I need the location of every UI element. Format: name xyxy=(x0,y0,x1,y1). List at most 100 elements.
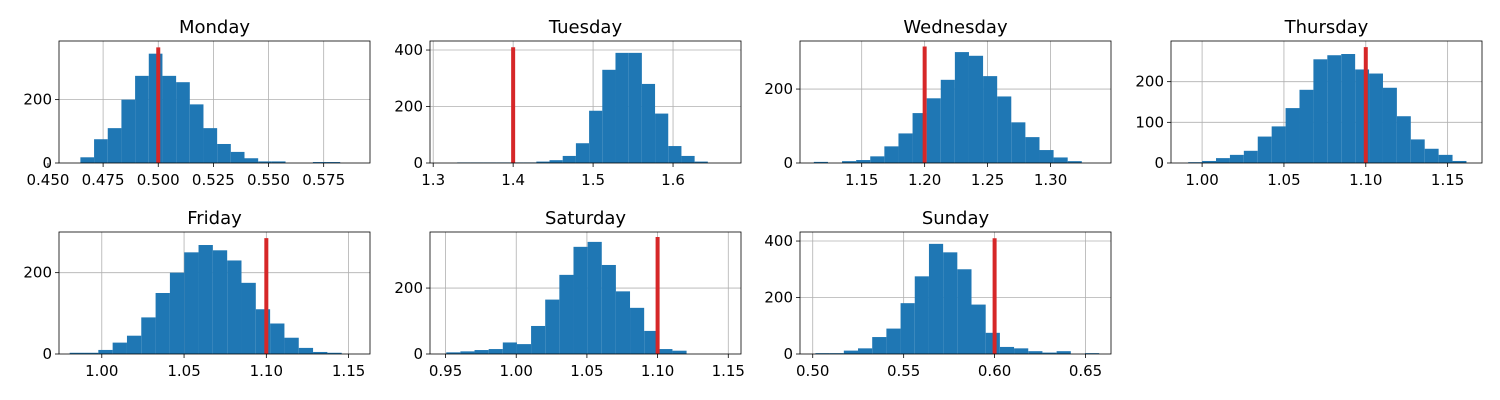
subplot-wednesday: 1.15 1.20 1.25 1.30 0 200 Wednesday xyxy=(764,17,1112,189)
subplot-title: Tuesday xyxy=(548,17,623,38)
x-tick-label: 0.500 xyxy=(137,171,180,189)
x-tick-label: 1.20 xyxy=(908,171,941,189)
x-tick-label: 1.05 xyxy=(570,362,603,380)
histogram-bar xyxy=(943,252,958,354)
histogram-bar xyxy=(983,76,998,163)
histogram-bar xyxy=(1028,351,1043,354)
y-tick-label: 0 xyxy=(42,154,52,172)
x-tick-label: 0.550 xyxy=(247,171,290,189)
histogram-bar xyxy=(843,350,859,354)
histogram-bar xyxy=(681,155,695,163)
x-tick-label: 0.525 xyxy=(192,171,235,189)
axes-frame xyxy=(799,40,1112,164)
histogram-bar xyxy=(1229,154,1244,163)
y-tick-label: 200 xyxy=(394,279,423,297)
x-tick-label: 0.575 xyxy=(302,171,345,189)
x-tick-label: 0.60 xyxy=(978,362,1011,380)
histogram-bar xyxy=(1396,116,1411,163)
histogram-bar xyxy=(1438,154,1453,163)
histogram-bar xyxy=(856,160,871,163)
histogram-bar xyxy=(1410,139,1425,163)
histogram-bar xyxy=(954,52,969,163)
histogram-bar xyxy=(69,352,85,354)
x-tick-label: 1.30 xyxy=(1034,171,1067,189)
histogram-bar xyxy=(112,342,127,354)
histogram-bar xyxy=(694,161,708,163)
histogram-bar xyxy=(641,83,656,163)
histogram-bar xyxy=(672,350,687,354)
axes-frame xyxy=(429,231,742,355)
bars-thursday xyxy=(1188,54,1467,163)
histogram-bar xyxy=(531,325,546,354)
histogram-bar xyxy=(217,143,231,163)
histogram-bar xyxy=(80,157,95,163)
histogram-bar xyxy=(1202,160,1217,163)
histogram-bar xyxy=(602,69,616,163)
histogram-bar xyxy=(668,146,682,163)
histogram-bar xyxy=(997,96,1012,163)
histogram-bar xyxy=(141,317,156,354)
histogram-bar xyxy=(258,161,272,163)
x-tick-label: 0.95 xyxy=(429,362,462,380)
histogram-bar xyxy=(1011,122,1026,163)
bars-monday xyxy=(80,53,341,163)
subplot-friday: 1.00 1.05 1.10 1.15 0 200 Friday xyxy=(23,208,371,380)
histogram-bar xyxy=(446,352,461,354)
y-tick-label: 200 xyxy=(394,98,423,116)
histogram-bar xyxy=(587,241,602,354)
histogram-bar xyxy=(858,348,873,354)
histogram-bar xyxy=(176,82,190,163)
histogram-bar xyxy=(829,353,844,354)
subplot-tuesday: 1.3 1.4 1.5 1.6 0 200 400 Tuesday xyxy=(394,17,742,189)
subplot-monday: 0.450 0.475 0.500 0.525 0.550 0.575 0 200 Monday xyxy=(23,17,371,189)
histogram-bar xyxy=(615,291,631,354)
histogram-bar xyxy=(589,110,603,163)
histogram-bar xyxy=(601,264,616,354)
histogram-bar xyxy=(474,350,489,354)
histogram-bar xyxy=(327,352,342,354)
histogram-bar xyxy=(212,250,228,354)
histogram-bar xyxy=(1025,137,1040,163)
y-tick-label: 400 xyxy=(394,41,423,59)
x-tick-label: 1.3 xyxy=(421,171,445,189)
y-tick-label: 0 xyxy=(783,154,793,172)
histogram-bar xyxy=(1084,353,1100,354)
histogram-bar xyxy=(562,155,576,163)
axes-frame xyxy=(58,231,371,355)
subplot-title: Monday xyxy=(179,17,250,38)
y-tick-label: 0 xyxy=(42,345,52,363)
x-tick-label: 1.15 xyxy=(712,362,745,380)
histogram-bar xyxy=(94,139,108,163)
subplot-sunday: 0.50 0.55 0.60 0.65 0 200 400 Sunday xyxy=(764,208,1112,380)
histogram-bar xyxy=(126,335,142,354)
axes-frame xyxy=(1170,40,1483,164)
histogram-bar xyxy=(957,269,972,354)
histogram-bar xyxy=(230,151,245,163)
histogram-bar xyxy=(271,161,286,163)
y-tick-label: 0 xyxy=(413,154,423,172)
axes-frame xyxy=(799,231,1112,355)
histogram-bar xyxy=(162,75,177,163)
histogram-bar xyxy=(813,161,828,163)
axes-frame xyxy=(429,40,742,164)
histogram-bar xyxy=(1039,150,1054,163)
histogram-bar xyxy=(1067,161,1082,163)
x-tick-label: 1.10 xyxy=(1349,171,1382,189)
histogram-bar xyxy=(135,75,149,163)
bars-friday xyxy=(69,245,342,354)
histogram-bar xyxy=(516,344,532,354)
histogram-bar xyxy=(184,252,199,354)
histogram-bar xyxy=(460,351,475,354)
histogram-bar xyxy=(914,276,929,354)
bars-wednesday xyxy=(813,52,1082,163)
x-tick-label: 1.05 xyxy=(1267,171,1300,189)
x-tick-label: 1.05 xyxy=(167,362,200,380)
histogram-bar xyxy=(1341,54,1356,163)
x-tick-label: 0.65 xyxy=(1069,362,1102,380)
histogram-bar xyxy=(1271,126,1286,163)
x-tick-label: 1.5 xyxy=(581,171,605,189)
histogram-bar xyxy=(1257,136,1272,163)
histogram-bar xyxy=(189,104,204,163)
histogram-bar xyxy=(926,98,941,163)
